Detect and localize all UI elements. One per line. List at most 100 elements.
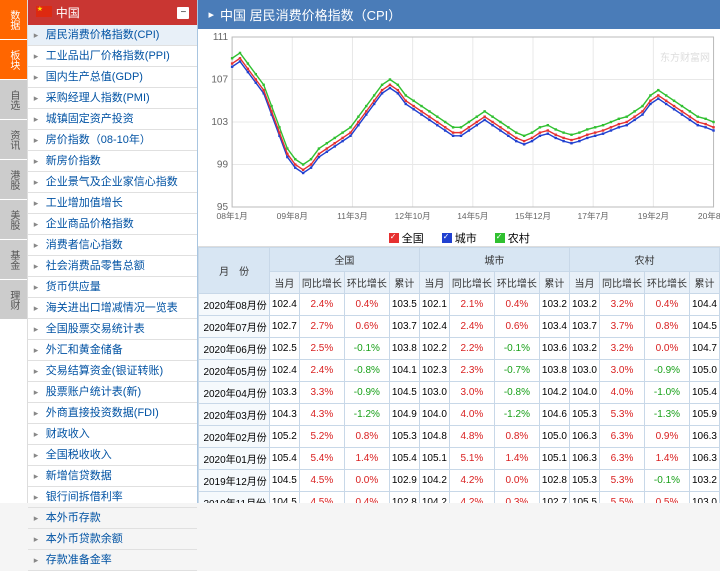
sidebar-item-15[interactable]: 外汇和黄金储备: [28, 340, 198, 361]
data-cell: -0.1%: [344, 338, 389, 360]
data-cell: 0.9%: [644, 426, 689, 448]
data-cell: -0.9%: [644, 360, 689, 382]
svg-text:12年10月: 12年10月: [395, 211, 431, 221]
sidebar-item-1[interactable]: 工业品出厂价格指数(PPI): [28, 46, 198, 67]
sidebar-item-12[interactable]: 货币供应量: [28, 277, 198, 298]
data-cell: -1.3%: [644, 404, 689, 426]
data-cell: 102.2: [419, 338, 449, 360]
data-cell: 3.7%: [599, 316, 644, 338]
data-cell: 103.0: [689, 492, 719, 504]
page-title: 中国 居民消费价格指数（CPI）: [220, 5, 401, 24]
data-cell: -1.2%: [344, 404, 389, 426]
data-cell: 103.0: [569, 360, 599, 382]
data-cell: 105.5: [569, 492, 599, 504]
data-cell: 0.4%: [644, 294, 689, 316]
data-cell: -1.0%: [644, 382, 689, 404]
sidebar-item-22[interactable]: 银行间拆借利率: [28, 487, 198, 508]
table-row: 2019年12月份104.54.5%0.0%102.9104.24.2%0.0%…: [199, 470, 720, 492]
legend-color-icon: [442, 233, 452, 243]
data-cell: 105.4: [269, 448, 299, 470]
sidebar-item-23[interactable]: 本外币存款: [28, 508, 198, 529]
data-cell: 2.5%: [299, 338, 344, 360]
chart-legend: 全国 城市 农村: [198, 226, 720, 250]
data-cell: 3.0%: [599, 360, 644, 382]
sidebar-item-7[interactable]: 企业景气及企业家信心指数: [28, 172, 198, 193]
month-cell: 2019年12月份: [199, 470, 269, 492]
sidebar-item-14[interactable]: 全国股票交易统计表: [28, 319, 198, 340]
col-sub-header: 同比增长: [599, 272, 644, 294]
data-cell: 103.2: [569, 338, 599, 360]
data-cell: 105.1: [539, 448, 569, 470]
data-cell: -0.7%: [494, 360, 539, 382]
left-vertical-tabs: 数据板块自选资讯港股美股基金理财: [0, 0, 28, 503]
data-cell: 105.4: [689, 382, 719, 404]
left-tab-2[interactable]: 自选: [0, 80, 27, 120]
sidebar-item-6[interactable]: 新房价指数: [28, 151, 198, 172]
data-cell: 102.4: [269, 360, 299, 382]
data-cell: 105.4: [389, 448, 419, 470]
data-cell: 103.6: [539, 338, 569, 360]
left-tab-5[interactable]: 美股: [0, 200, 27, 240]
sidebar-item-16[interactable]: 交易结算资金(银证转账): [28, 361, 198, 382]
sidebar-item-13[interactable]: 海关进出口增减情况一览表: [28, 298, 198, 319]
sidebar-item-3[interactable]: 采购经理人指数(PMI): [28, 88, 198, 109]
sidebar-item-10[interactable]: 消费者信心指数: [28, 235, 198, 256]
legend-item[interactable]: 农村: [495, 230, 530, 246]
data-cell: 5.3%: [599, 470, 644, 492]
table-row: 2020年07月份102.72.7%0.6%103.7102.42.4%0.6%…: [199, 316, 720, 338]
table-row: 2020年03月份104.34.3%-1.2%104.9104.04.0%-1.…: [199, 404, 720, 426]
left-tab-1[interactable]: 板块: [0, 40, 27, 80]
collapse-icon[interactable]: −: [177, 7, 189, 19]
data-cell: 103.4: [539, 316, 569, 338]
data-cell: 104.8: [419, 426, 449, 448]
col-sub-header: 同比增长: [449, 272, 494, 294]
month-cell: 2019年11月份: [199, 492, 269, 504]
data-cell: 1.4%: [494, 448, 539, 470]
sidebar-item-4[interactable]: 城镇固定资产投资: [28, 109, 198, 130]
sidebar-country-header[interactable]: 中国 −: [28, 0, 198, 25]
sidebar-item-19[interactable]: 财政收入: [28, 424, 198, 445]
data-cell: 104.2: [539, 382, 569, 404]
month-cell: 2020年03月份: [199, 404, 269, 426]
sidebar-item-2[interactable]: 国内生产总值(GDP): [28, 67, 198, 88]
data-cell: 102.8: [389, 492, 419, 504]
left-tab-3[interactable]: 资讯: [0, 120, 27, 160]
sidebar-item-5[interactable]: 房价指数（08-10年）: [28, 130, 198, 151]
sidebar: 中国 − 居民消费价格指数(CPI)工业品出厂价格指数(PPI)国内生产总值(G…: [28, 0, 199, 503]
sidebar-item-24[interactable]: 本外币贷款余额: [28, 529, 198, 550]
data-table-wrap[interactable]: 月 份全国城市农村 当月同比增长环比增长累计当月同比增长环比增长累计当月同比增长…: [198, 247, 720, 503]
data-cell: 105.1: [419, 448, 449, 470]
left-tab-7[interactable]: 理财: [0, 280, 27, 320]
svg-text:19年2月: 19年2月: [638, 211, 669, 221]
sidebar-item-0[interactable]: 居民消费价格指数(CPI): [28, 25, 198, 46]
sidebar-item-25[interactable]: 存款准备金率: [28, 550, 198, 571]
data-cell: 104.5: [269, 492, 299, 504]
sidebar-item-9[interactable]: 企业商品价格指数: [28, 214, 198, 235]
left-tab-4[interactable]: 港股: [0, 160, 27, 200]
data-cell: 102.5: [269, 338, 299, 360]
legend-label: 城市: [455, 230, 477, 246]
sidebar-item-11[interactable]: 社会消费品零售总额: [28, 256, 198, 277]
data-cell: 104.5: [689, 316, 719, 338]
sidebar-item-18[interactable]: 外商直接投资数据(FDI): [28, 403, 198, 424]
col-group-header: 农村: [569, 248, 719, 272]
data-cell: 5.2%: [299, 426, 344, 448]
data-cell: 102.1: [419, 294, 449, 316]
sidebar-item-17[interactable]: 股票账户统计表(新): [28, 382, 198, 403]
sidebar-item-8[interactable]: 工业增加值增长: [28, 193, 198, 214]
legend-item[interactable]: 全国: [389, 230, 424, 246]
country-label: 中国: [56, 6, 80, 20]
sidebar-item-20[interactable]: 全国税收收入: [28, 445, 198, 466]
data-cell: 103.5: [389, 294, 419, 316]
legend-item[interactable]: 城市: [442, 230, 477, 246]
data-cell: -0.8%: [344, 360, 389, 382]
cpi-data-table: 月 份全国城市农村 当月同比增长环比增长累计当月同比增长环比增长累计当月同比增长…: [198, 247, 720, 503]
data-cell: 103.7: [389, 316, 419, 338]
legend-color-icon: [389, 233, 399, 243]
left-tab-0[interactable]: 数据: [0, 0, 27, 40]
data-cell: 104.7: [689, 338, 719, 360]
data-cell: 0.8%: [344, 426, 389, 448]
sidebar-item-21[interactable]: 新增信贷数据: [28, 466, 198, 487]
left-tab-6[interactable]: 基金: [0, 240, 27, 280]
data-cell: 3.0%: [449, 382, 494, 404]
